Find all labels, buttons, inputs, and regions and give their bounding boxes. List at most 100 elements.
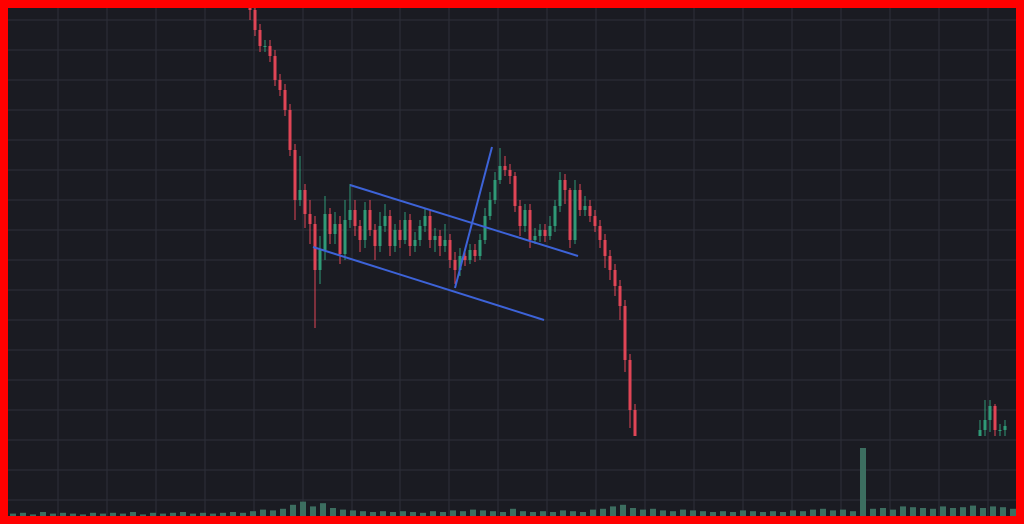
- candle-body: [433, 236, 437, 240]
- volume-bar: [180, 512, 186, 516]
- volume-bar: [670, 511, 676, 516]
- volume-bar: [550, 512, 556, 516]
- candle-body: [558, 180, 562, 206]
- volume-bar: [880, 508, 886, 516]
- volume-bar: [870, 508, 876, 516]
- candle-body: [458, 256, 462, 270]
- volume-bar: [390, 512, 396, 516]
- volume-bar: [370, 512, 376, 516]
- volume-bar: [510, 508, 516, 516]
- volume-bar: [690, 510, 696, 516]
- volume-bar: [490, 511, 496, 516]
- volume-bar: [990, 506, 996, 516]
- volume-bar: [930, 508, 936, 516]
- candle-body: [553, 206, 557, 226]
- candle-body: [598, 226, 602, 240]
- volume-bar: [570, 511, 576, 516]
- candle-body: [623, 306, 627, 360]
- candle-body: [473, 250, 477, 256]
- volume-bar: [830, 510, 836, 516]
- volume-bar: [210, 513, 216, 516]
- volume-bar: [400, 511, 406, 516]
- candle-body: [278, 80, 282, 90]
- volume-bar: [360, 511, 366, 516]
- volume-bar: [230, 512, 236, 516]
- volume-bar: [300, 501, 306, 516]
- candle-body: [408, 220, 412, 246]
- volume-bar: [1000, 507, 1006, 516]
- volume-bar: [860, 448, 866, 516]
- candle-body: [603, 240, 607, 256]
- candle-body: [383, 216, 387, 226]
- volume-bar: [140, 514, 146, 516]
- volume-bar: [460, 511, 466, 516]
- channel-lower-line: [312, 246, 545, 321]
- candle-body: [263, 46, 267, 47]
- volume-bar: [440, 512, 446, 516]
- candle-body: [578, 190, 582, 210]
- volume-bar: [720, 511, 726, 516]
- channel-upper-line: [349, 184, 579, 257]
- volume-bar: [520, 511, 526, 516]
- candle-body: [468, 250, 472, 260]
- volume-bar: [960, 507, 966, 516]
- candle-body: [423, 216, 427, 226]
- volume-bar: [970, 505, 976, 516]
- volume-bar: [730, 512, 736, 516]
- volume-bar: [820, 508, 826, 516]
- volume-bar: [920, 508, 926, 516]
- volume-bar: [40, 512, 46, 516]
- volume-bar: [560, 510, 566, 516]
- volume-bar: [60, 512, 66, 516]
- candle-body: [428, 216, 432, 240]
- candle-body: [533, 236, 537, 240]
- candle-body: [488, 200, 492, 216]
- breakout-line: [454, 146, 493, 289]
- candle-body: [403, 220, 407, 240]
- candle-body: [413, 240, 417, 246]
- volume-bar: [810, 509, 816, 516]
- volume-bar: [340, 509, 346, 516]
- volume-bar: [790, 510, 796, 516]
- candle-body: [633, 410, 637, 436]
- volume-bar: [940, 506, 946, 516]
- volume-bar: [540, 511, 546, 516]
- volume-bar: [330, 508, 336, 516]
- candle-body: [343, 220, 347, 254]
- plot-area: [8, 8, 1016, 516]
- volume-bar: [590, 509, 596, 516]
- candle-body: [253, 10, 257, 30]
- candle-body: [528, 210, 532, 240]
- candle-body: [518, 206, 522, 226]
- volume-bar: [70, 513, 76, 516]
- volume-bar: [530, 512, 536, 516]
- volume-bar: [30, 514, 36, 516]
- candle-body: [978, 430, 982, 436]
- candle-body: [418, 226, 422, 240]
- volume-bar: [800, 511, 806, 516]
- candle-body: [993, 406, 997, 430]
- volume-bar: [980, 508, 986, 516]
- candle-body: [268, 46, 272, 56]
- candle-body: [983, 420, 987, 430]
- volume-bar: [380, 511, 386, 516]
- volume-bar: [320, 503, 326, 516]
- volume-bar: [250, 511, 256, 516]
- volume-bar: [740, 510, 746, 516]
- volume-bar: [610, 506, 616, 516]
- volume-bar: [710, 512, 716, 516]
- candle-body: [318, 250, 322, 270]
- volume-bar: [80, 514, 86, 516]
- candle-body: [568, 190, 572, 240]
- candle-body: [453, 260, 457, 270]
- candle-body: [288, 110, 292, 150]
- volume-bar: [470, 509, 476, 516]
- candle-body: [548, 226, 552, 236]
- candle-body: [443, 240, 447, 246]
- volume-bar: [700, 511, 706, 516]
- volume-bar: [840, 509, 846, 516]
- volume-bar: [120, 513, 126, 516]
- candle-body: [378, 226, 382, 246]
